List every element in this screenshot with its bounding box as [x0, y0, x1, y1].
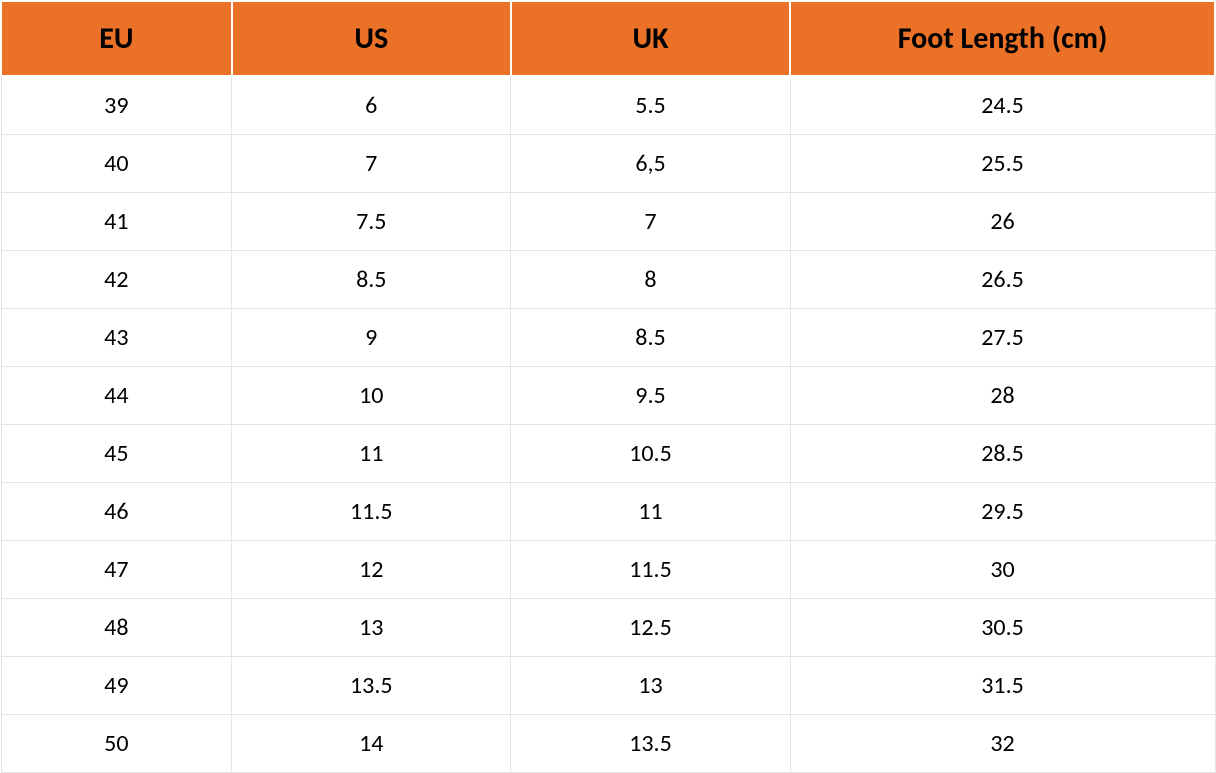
cell-len: 32 — [790, 715, 1215, 773]
table-row: 46 11.5 11 29.5 — [1, 483, 1215, 541]
cell-uk: 8.5 — [511, 309, 790, 367]
cell-uk: 7 — [511, 193, 790, 251]
table-row: 39 6 5.5 24.5 — [1, 76, 1215, 135]
cell-eu: 49 — [1, 657, 232, 715]
table-header-row: EU US UK Foot Length (cm) — [1, 1, 1215, 76]
cell-uk: 11.5 — [511, 541, 790, 599]
cell-us: 8.5 — [232, 251, 511, 309]
table-row: 49 13.5 13 31.5 — [1, 657, 1215, 715]
cell-eu: 48 — [1, 599, 232, 657]
cell-uk: 6,5 — [511, 135, 790, 193]
cell-len: 26.5 — [790, 251, 1215, 309]
cell-us: 6 — [232, 76, 511, 135]
cell-len: 26 — [790, 193, 1215, 251]
table-row: 42 8.5 8 26.5 — [1, 251, 1215, 309]
table-body: 39 6 5.5 24.5 40 7 6,5 25.5 41 7.5 7 26 … — [1, 76, 1215, 773]
cell-uk: 9.5 — [511, 367, 790, 425]
cell-us: 7 — [232, 135, 511, 193]
cell-eu: 44 — [1, 367, 232, 425]
table-row: 45 11 10.5 28.5 — [1, 425, 1215, 483]
cell-us: 7.5 — [232, 193, 511, 251]
cell-len: 25.5 — [790, 135, 1215, 193]
cell-len: 28.5 — [790, 425, 1215, 483]
cell-uk: 11 — [511, 483, 790, 541]
table-row: 47 12 11.5 30 — [1, 541, 1215, 599]
cell-uk: 13 — [511, 657, 790, 715]
cell-us: 9 — [232, 309, 511, 367]
col-header-uk: UK — [511, 1, 790, 76]
table-row: 43 9 8.5 27.5 — [1, 309, 1215, 367]
cell-uk: 10.5 — [511, 425, 790, 483]
col-header-us: US — [232, 1, 511, 76]
table-row: 41 7.5 7 26 — [1, 193, 1215, 251]
cell-eu: 43 — [1, 309, 232, 367]
cell-eu: 47 — [1, 541, 232, 599]
cell-len: 31.5 — [790, 657, 1215, 715]
size-conversion-table: EU US UK Foot Length (cm) 39 6 5.5 24.5 … — [0, 0, 1216, 773]
cell-eu: 40 — [1, 135, 232, 193]
cell-uk: 5.5 — [511, 76, 790, 135]
cell-len: 24.5 — [790, 76, 1215, 135]
cell-len: 30 — [790, 541, 1215, 599]
table-header: EU US UK Foot Length (cm) — [1, 1, 1215, 76]
cell-len: 27.5 — [790, 309, 1215, 367]
cell-us: 10 — [232, 367, 511, 425]
table-row: 48 13 12.5 30.5 — [1, 599, 1215, 657]
table-row: 44 10 9.5 28 — [1, 367, 1215, 425]
cell-us: 11 — [232, 425, 511, 483]
cell-uk: 12.5 — [511, 599, 790, 657]
cell-us: 12 — [232, 541, 511, 599]
cell-eu: 45 — [1, 425, 232, 483]
cell-us: 14 — [232, 715, 511, 773]
cell-uk: 8 — [511, 251, 790, 309]
cell-eu: 46 — [1, 483, 232, 541]
table-row: 40 7 6,5 25.5 — [1, 135, 1215, 193]
cell-uk: 13.5 — [511, 715, 790, 773]
cell-len: 28 — [790, 367, 1215, 425]
col-header-foot-length: Foot Length (cm) — [790, 1, 1215, 76]
col-header-eu: EU — [1, 1, 232, 76]
cell-eu: 39 — [1, 76, 232, 135]
cell-us: 13.5 — [232, 657, 511, 715]
cell-len: 30.5 — [790, 599, 1215, 657]
cell-len: 29.5 — [790, 483, 1215, 541]
cell-eu: 50 — [1, 715, 232, 773]
table-row: 50 14 13.5 32 — [1, 715, 1215, 773]
cell-us: 13 — [232, 599, 511, 657]
cell-eu: 41 — [1, 193, 232, 251]
cell-eu: 42 — [1, 251, 232, 309]
cell-us: 11.5 — [232, 483, 511, 541]
